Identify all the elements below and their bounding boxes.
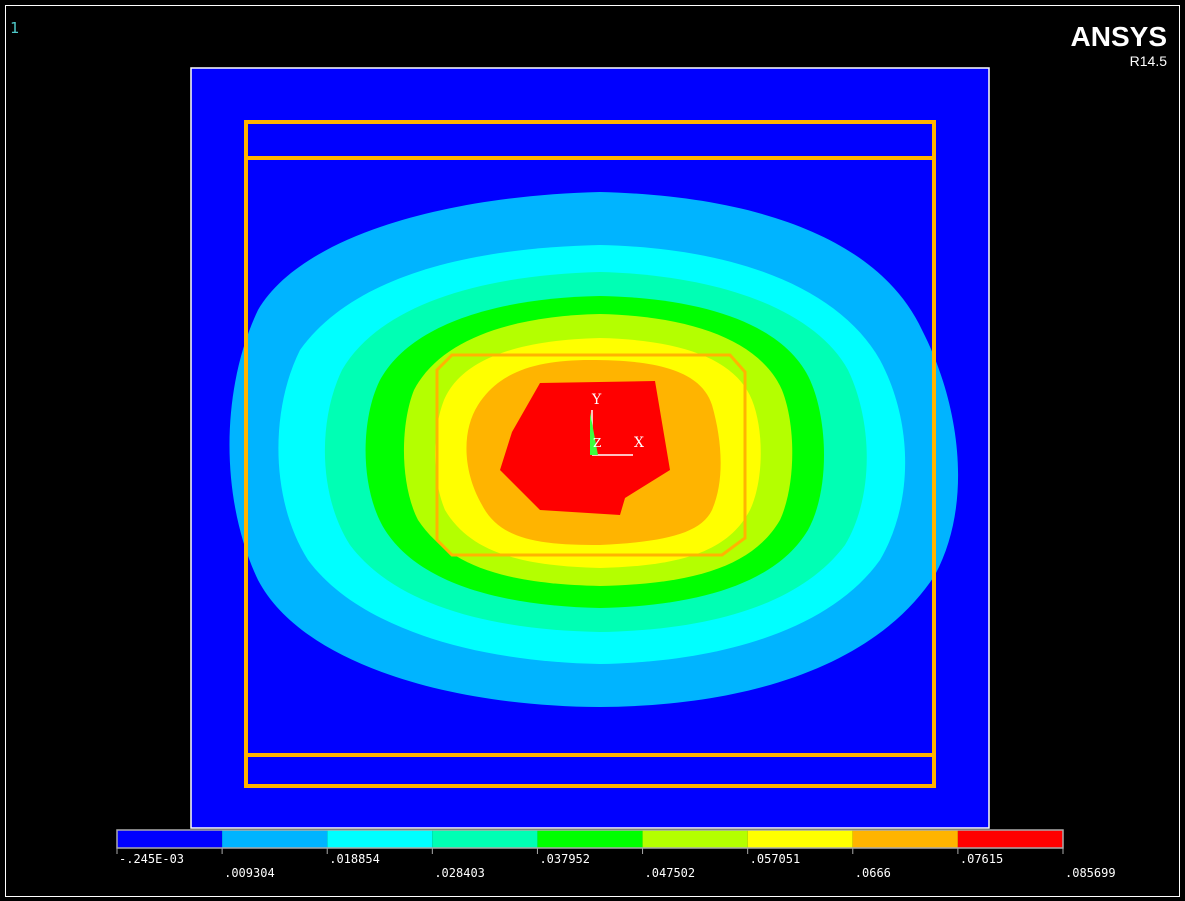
legend-swatch xyxy=(537,830,643,848)
legend-swatch xyxy=(222,830,328,848)
legend-label: .037952 xyxy=(539,852,590,866)
ansys-logo: ANSYS xyxy=(1071,21,1167,52)
legend-border xyxy=(116,829,1064,849)
x-label: X xyxy=(634,435,644,451)
legend-label: .009304 xyxy=(224,866,275,880)
legend-swatch xyxy=(117,830,223,848)
window-number: 1 xyxy=(10,19,19,37)
legend-label: .085699 xyxy=(1065,866,1116,880)
y-label: Y xyxy=(591,392,602,408)
inner-outline xyxy=(435,353,747,557)
legend-label: .047502 xyxy=(645,866,696,880)
contour-legend: -.245E-03 .009304 .018854 .028403 .037952 .04… xyxy=(116,829,1116,880)
legend-label: .018854 xyxy=(329,852,380,866)
legend-label: .028403 xyxy=(434,866,485,880)
legend-swatch xyxy=(852,830,958,848)
legend-swatch xyxy=(327,830,433,848)
legend-swatch xyxy=(747,830,853,848)
legend-swatch xyxy=(432,830,538,848)
ansys-version: R14.5 xyxy=(1130,53,1168,69)
legend-swatch xyxy=(642,830,748,848)
window-border xyxy=(5,5,1180,897)
contour-band xyxy=(500,381,670,515)
model-outline xyxy=(244,120,936,788)
outer-frame xyxy=(244,120,936,788)
legend-label: -.245E-03 xyxy=(119,852,184,866)
legend-swatch xyxy=(957,830,1063,848)
legend-label: .07615 xyxy=(960,852,1003,866)
z-label: Z xyxy=(593,436,601,450)
legend-label: .057051 xyxy=(750,852,801,866)
legend-label: .0666 xyxy=(855,866,891,880)
triad: Y Z X xyxy=(590,392,644,456)
z-axis xyxy=(590,412,598,455)
contour-plot: Y Z X xyxy=(190,67,990,829)
